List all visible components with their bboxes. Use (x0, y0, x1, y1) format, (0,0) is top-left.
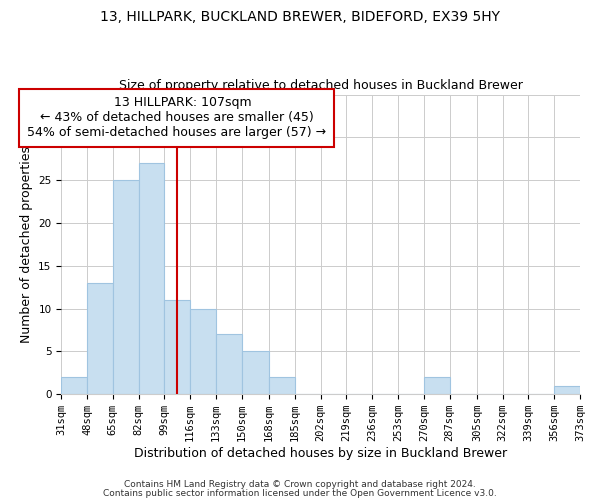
Bar (554, 386, 580, 394)
Bar (87, 283, 113, 394)
Bar (61, 377, 87, 394)
Bar (424, 377, 449, 394)
Text: 13 HILLPARK: 107sqm
← 43% of detached houses are smaller (45)
54% of semi-detach: 13 HILLPARK: 107sqm ← 43% of detached ho… (27, 96, 326, 140)
Title: Size of property relative to detached houses in Buckland Brewer: Size of property relative to detached ho… (119, 79, 523, 92)
Bar (242, 352, 269, 394)
Bar (113, 180, 139, 394)
Bar (269, 377, 295, 394)
X-axis label: Distribution of detached houses by size in Buckland Brewer: Distribution of detached houses by size … (134, 447, 507, 460)
Text: 13, HILLPARK, BUCKLAND BREWER, BIDEFORD, EX39 5HY: 13, HILLPARK, BUCKLAND BREWER, BIDEFORD,… (100, 10, 500, 24)
Bar (164, 300, 190, 394)
Y-axis label: Number of detached properties: Number of detached properties (20, 146, 33, 343)
Bar (216, 334, 242, 394)
Bar (139, 163, 164, 394)
Text: Contains HM Land Registry data © Crown copyright and database right 2024.: Contains HM Land Registry data © Crown c… (124, 480, 476, 489)
Bar (190, 308, 216, 394)
Text: Contains public sector information licensed under the Open Government Licence v3: Contains public sector information licen… (103, 488, 497, 498)
